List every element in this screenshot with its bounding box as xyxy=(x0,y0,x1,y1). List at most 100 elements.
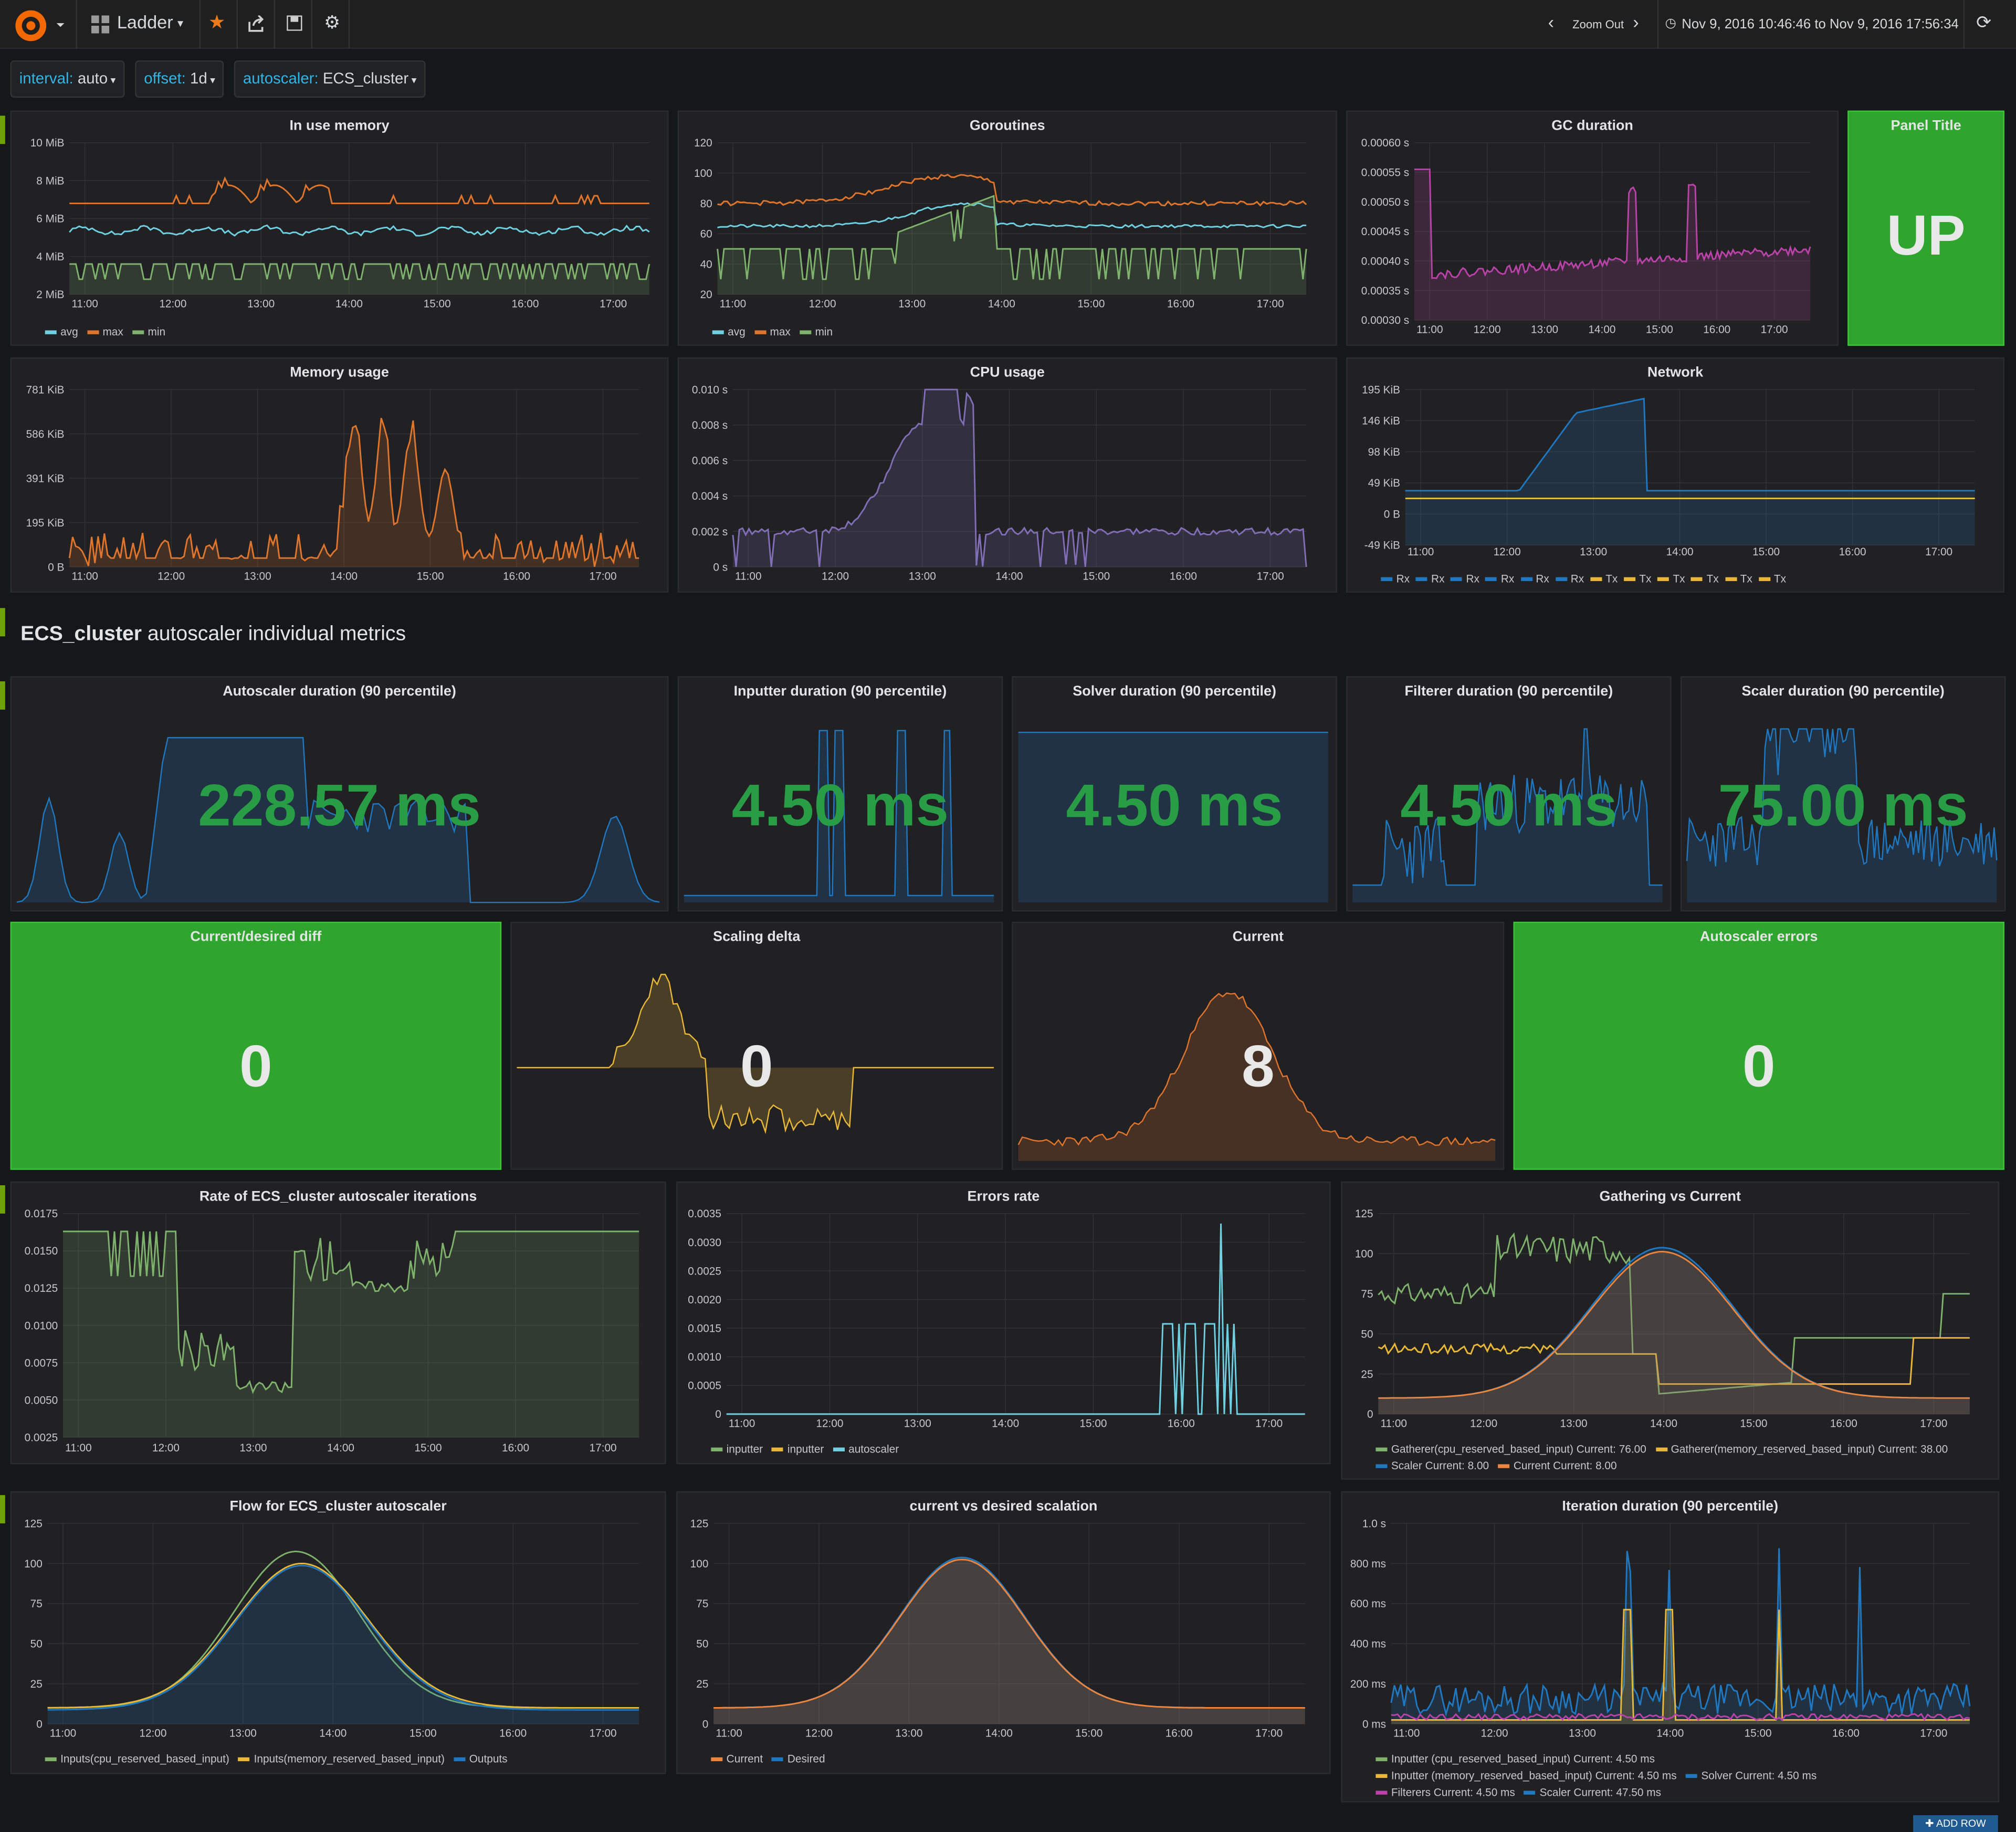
row-handle[interactable] xyxy=(0,681,5,710)
panel-autoscaler-duration[interactable]: Autoscaler duration (90 percentile) 228.… xyxy=(10,676,669,912)
legend-item[interactable]: Tx xyxy=(1725,572,1752,585)
settings-button[interactable]: ⚙ xyxy=(311,0,350,49)
legend-item[interactable]: min xyxy=(800,325,833,338)
x-tick-label: 13:00 xyxy=(247,298,275,310)
y-tick-label: 195 KiB xyxy=(1362,384,1400,396)
legend-item[interactable]: inputter xyxy=(772,1443,824,1455)
legend-item[interactable]: Inputs(cpu_reserved_based_input) xyxy=(45,1752,229,1765)
var-value: 1d xyxy=(190,69,207,88)
legend-item[interactable]: avg xyxy=(45,325,78,338)
share-button[interactable] xyxy=(236,0,273,49)
y-tick-label: 0 xyxy=(36,1718,43,1730)
panel-current-vs-desired[interactable]: current vs desired scalation 125 100 75 50 2… xyxy=(676,1491,1331,1774)
legend-item[interactable]: Rx xyxy=(1451,572,1479,585)
legend-item[interactable]: avg xyxy=(712,325,746,338)
legend-item[interactable]: Tx xyxy=(1758,572,1786,585)
legend-item[interactable]: min xyxy=(132,325,165,338)
panel-errors-rate[interactable]: Errors rate 0.0035 0.0030 0.0025 0.0020 0.00… xyxy=(676,1181,1331,1465)
template-var-interval[interactable]: interval: auto ▾ xyxy=(10,60,125,98)
row-handle[interactable] xyxy=(0,1495,5,1524)
legend-item[interactable]: Rx xyxy=(1381,572,1410,585)
panel-filterer-duration[interactable]: Filterer duration (90 percentile) 4.50 m… xyxy=(1346,676,1672,912)
x-tick-label: 13:00 xyxy=(1560,1417,1588,1429)
x-tick-label: 14:00 xyxy=(985,1728,1013,1740)
panel-network[interactable]: Network 195 KiB 146 KiB 98 KiB 49 KiB 0 B -49… xyxy=(1346,357,2004,593)
legend-item[interactable]: max xyxy=(87,325,123,338)
y-tick-label: 20 xyxy=(700,289,712,301)
panel-in-use-memory[interactable]: In use memory 10 MiB 8 MiB 6 MiB 4 MiB 2 MiB… xyxy=(10,110,669,346)
panel-status-up[interactable]: Panel Title UP xyxy=(1847,110,2004,346)
y-tick-label: 0 s xyxy=(713,561,728,573)
row-handle[interactable] xyxy=(0,115,5,144)
y-tick-label: 200 ms xyxy=(1350,1678,1386,1690)
panel-solver-duration[interactable]: Solver duration (90 percentile) 4.50 ms xyxy=(1012,676,1337,912)
legend-item[interactable]: Rx xyxy=(1555,572,1584,585)
panel-current-desired-diff[interactable]: Current/desired diff 0 xyxy=(10,921,502,1170)
legend-item[interactable]: Filterers Current: 4.50 ms xyxy=(1376,1786,1515,1798)
legend-item[interactable]: Tx xyxy=(1691,572,1719,585)
save-button[interactable] xyxy=(274,0,311,49)
x-tick-label: 16:00 xyxy=(1703,323,1730,335)
panel-memory-usage[interactable]: Memory usage 781 KiB 586 KiB 391 KiB 195 Ki… xyxy=(10,357,669,593)
legend-item[interactable]: Rx xyxy=(1485,572,1514,585)
legend-item[interactable]: Desired xyxy=(772,1752,825,1765)
legend-item[interactable]: Gatherer(memory_reserved_based_input) Cu… xyxy=(1655,1443,1948,1455)
row-handle[interactable] xyxy=(0,1185,5,1214)
legend-item[interactable]: Tx xyxy=(1623,572,1651,585)
panel-autoscaler-errors[interactable]: Autoscaler errors 0 xyxy=(1513,921,2004,1170)
y-tick-label: 0 xyxy=(1367,1408,1373,1420)
grafana-logo-menu[interactable] xyxy=(10,6,65,45)
time-back-button[interactable]: ‹ xyxy=(1548,12,1555,33)
time-forward-button[interactable]: › xyxy=(1633,12,1639,33)
legend-item[interactable]: Rx xyxy=(1520,572,1549,585)
legend-item[interactable]: Rx xyxy=(1415,572,1444,585)
y-tick-label: 98 KiB xyxy=(1368,446,1400,458)
add-row-button[interactable]: ✚ ADD ROW xyxy=(1913,1815,1998,1832)
template-var-autoscaler[interactable]: autoscaler: ECS_cluster ▾ xyxy=(234,60,426,98)
panel-inputter-duration[interactable]: Inputter duration (90 percentile) 4.50 m… xyxy=(677,676,1003,912)
x-tick-label: 13:00 xyxy=(229,1728,257,1740)
time-picker[interactable]: ◷ Nov 9, 2016 10:46:46 to Nov 9, 2016 17… xyxy=(1657,0,1964,49)
legend-item[interactable]: Outputs xyxy=(454,1752,508,1765)
legend-item[interactable]: Solver Current: 4.50 ms xyxy=(1686,1769,1816,1782)
panel-scaling-delta[interactable]: Scaling delta 0 xyxy=(510,921,1003,1170)
legend-item[interactable]: autoscaler xyxy=(833,1443,899,1455)
panel-iteration-duration[interactable]: Iteration duration (90 percentile) 1.0 s… xyxy=(1341,1491,2000,1803)
legend-item[interactable]: Tx xyxy=(1590,572,1618,585)
y-tick-label: 0.0025 xyxy=(25,1431,58,1444)
legend-item[interactable]: Gatherer(cpu_reserved_based_input) Curre… xyxy=(1376,1443,1646,1455)
panel-scaler-duration[interactable]: Scaler duration (90 percentile) 75.00 ms xyxy=(1680,676,2006,912)
legend-item[interactable]: Current xyxy=(711,1752,763,1765)
stat-value: 0 xyxy=(1742,1032,1776,1099)
legend-item[interactable]: Scaler Current: 47.50 ms xyxy=(1524,1786,1661,1798)
star-button[interactable]: ★ xyxy=(199,0,236,49)
dashboard-picker[interactable]: Ladder ▾ xyxy=(76,0,199,49)
panel-gathering-vs-current[interactable]: Gathering vs Current 125 100 75 50 25 0 11:00 1… xyxy=(1341,1181,2000,1480)
panel-flow[interactable]: Flow for ECS_cluster autoscaler 125 100 75… xyxy=(10,1491,666,1774)
row-title[interactable]: ECS_cluster autoscaler individual metric… xyxy=(20,624,406,647)
legend-item[interactable]: Inputter (cpu_reserved_based_input) Curr… xyxy=(1376,1752,1655,1765)
legend-item[interactable]: Current Current: 8.00 xyxy=(1498,1459,1617,1472)
panel-title: Filterer duration (90 percentile) xyxy=(1404,683,1613,700)
y-tick-label: 25 xyxy=(696,1678,708,1690)
legend-item[interactable]: Inputter (memory_reserved_based_input) C… xyxy=(1376,1769,1677,1782)
row-handle[interactable] xyxy=(0,608,5,637)
in-use-memory-chart: 10 MiB 8 MiB 6 MiB 4 MiB 2 MiB 11:00 12:00 13:0… xyxy=(30,137,650,310)
x-tick-label: 16:00 xyxy=(502,1442,529,1454)
legend-item[interactable]: Scaler Current: 8.00 xyxy=(1376,1459,1489,1472)
panel-goroutines[interactable]: Goroutines 120 100 80 60 40 20 11:00 12:00 13:00… xyxy=(677,110,1337,346)
template-var-offset[interactable]: offset: 1d ▾ xyxy=(135,60,225,98)
legend-item[interactable]: Inputs(memory_reserved_based_input) xyxy=(238,1752,445,1765)
legend-item[interactable]: max xyxy=(754,325,791,338)
chart-legend: Filterers Current: 4.50 ms Scaler Curren… xyxy=(1376,1786,1661,1798)
panel-current[interactable]: Current 8 xyxy=(1012,921,1505,1170)
y-tick-label: -49 KiB xyxy=(1364,540,1400,552)
refresh-button[interactable]: ⟳ xyxy=(1963,0,2016,49)
legend-item[interactable]: inputter xyxy=(711,1443,763,1455)
zoom-out-button[interactable]: Zoom Out xyxy=(1572,18,1624,31)
panel-cpu-usage[interactable]: CPU usage 0.010 s 0.008 s 0.006 s 0.004 s 0.… xyxy=(677,357,1337,593)
panel-rate-iterations[interactable]: Rate of ECS_cluster autoscaler iteration… xyxy=(10,1181,666,1465)
series-line xyxy=(68,417,639,567)
legend-item[interactable]: Tx xyxy=(1657,572,1685,585)
